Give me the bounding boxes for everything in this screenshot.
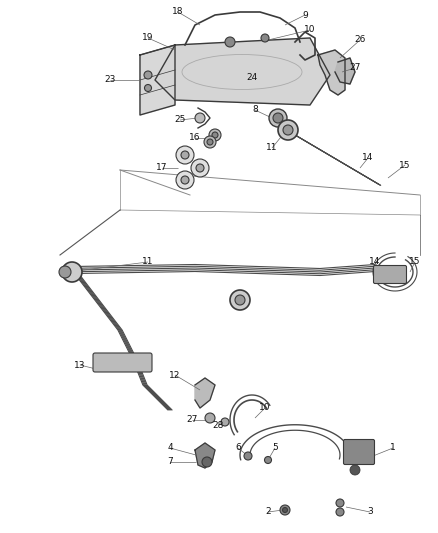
Circle shape: [207, 139, 213, 145]
Circle shape: [145, 85, 152, 92]
Text: 15: 15: [399, 160, 411, 169]
Circle shape: [205, 413, 215, 423]
Circle shape: [280, 505, 290, 515]
Circle shape: [176, 146, 194, 164]
Text: 15: 15: [409, 257, 421, 266]
Text: 5: 5: [272, 443, 278, 453]
Text: 17: 17: [156, 164, 168, 173]
Circle shape: [283, 507, 287, 513]
Circle shape: [336, 499, 344, 507]
FancyBboxPatch shape: [93, 353, 152, 372]
Circle shape: [181, 176, 189, 184]
Text: 27: 27: [186, 416, 198, 424]
Text: 2: 2: [265, 507, 271, 516]
Circle shape: [209, 129, 221, 141]
Text: 28: 28: [212, 421, 224, 430]
Text: 4: 4: [167, 443, 173, 453]
Text: 10: 10: [259, 403, 271, 413]
Text: 27: 27: [350, 63, 360, 72]
Circle shape: [278, 120, 298, 140]
Circle shape: [350, 465, 360, 475]
Text: 14: 14: [369, 257, 381, 266]
Text: 11: 11: [142, 257, 154, 266]
Polygon shape: [155, 38, 330, 105]
Text: 13: 13: [74, 360, 86, 369]
Circle shape: [221, 418, 229, 426]
Text: 11: 11: [266, 143, 278, 152]
Text: 8: 8: [252, 106, 258, 115]
Text: 9: 9: [302, 11, 308, 20]
Polygon shape: [140, 45, 175, 115]
Circle shape: [204, 136, 216, 148]
Text: 6: 6: [235, 443, 241, 453]
Circle shape: [62, 262, 82, 282]
Circle shape: [261, 34, 269, 42]
Circle shape: [235, 295, 245, 305]
Circle shape: [273, 113, 283, 123]
Text: 7: 7: [167, 457, 173, 466]
Text: 24: 24: [246, 74, 258, 83]
Text: 19: 19: [142, 34, 154, 43]
Text: 26: 26: [354, 36, 366, 44]
Polygon shape: [195, 443, 215, 468]
FancyBboxPatch shape: [374, 265, 406, 284]
Text: 16: 16: [189, 133, 201, 142]
Polygon shape: [318, 50, 345, 95]
Circle shape: [202, 457, 212, 467]
Circle shape: [144, 71, 152, 79]
Circle shape: [269, 109, 287, 127]
Circle shape: [191, 159, 209, 177]
Circle shape: [265, 456, 272, 464]
Text: 14: 14: [362, 154, 374, 163]
Text: 25: 25: [174, 116, 186, 125]
Polygon shape: [195, 378, 215, 408]
Polygon shape: [335, 58, 355, 84]
Text: 3: 3: [367, 507, 373, 516]
Text: 12: 12: [170, 370, 181, 379]
Circle shape: [195, 113, 205, 123]
Text: 23: 23: [104, 76, 116, 85]
FancyBboxPatch shape: [343, 440, 374, 464]
Text: 10: 10: [304, 26, 316, 35]
Circle shape: [230, 290, 250, 310]
Circle shape: [212, 132, 218, 138]
Circle shape: [181, 151, 189, 159]
Circle shape: [59, 266, 71, 278]
Text: 18: 18: [172, 7, 184, 17]
Circle shape: [283, 125, 293, 135]
Circle shape: [336, 508, 344, 516]
Circle shape: [225, 37, 235, 47]
Circle shape: [196, 164, 204, 172]
Circle shape: [176, 171, 194, 189]
Text: 1: 1: [390, 443, 396, 453]
Circle shape: [244, 452, 252, 460]
